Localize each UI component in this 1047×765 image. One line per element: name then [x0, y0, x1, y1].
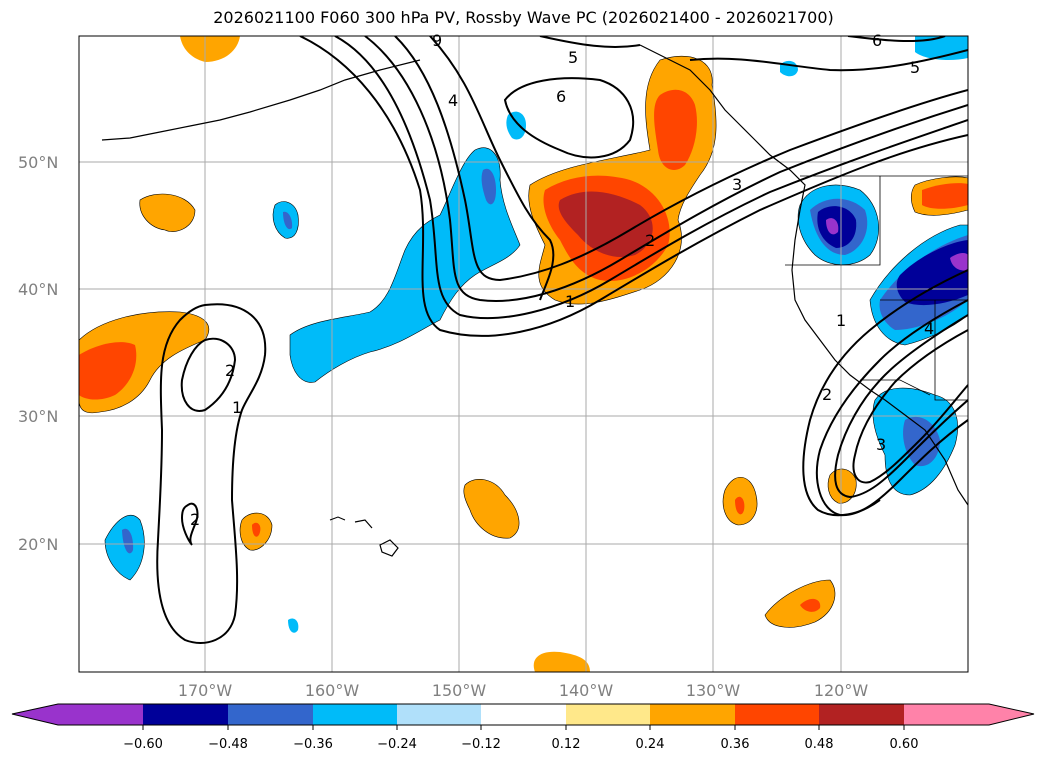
pv-brick-core — [558, 191, 653, 258]
lon-label-170w: 170°W — [178, 681, 233, 700]
colorbar-bin-pale-blue — [397, 704, 481, 725]
colorbar-bin-sky — [313, 704, 397, 725]
pv-negative-central — [289, 147, 521, 383]
colorbar-bin-white — [481, 704, 566, 725]
pv-top-left — [180, 36, 240, 62]
colorbar-tick-label: 0.48 — [805, 737, 834, 752]
pv-neg-sw-purple — [950, 253, 968, 271]
map-title: 2026021100 F060 300 hPa PV, Rossby Wave … — [213, 8, 834, 27]
contour-label-5b: 5 — [910, 58, 920, 77]
contour-label-4b: 4 — [924, 319, 934, 338]
plot-frame — [78, 35, 969, 673]
colorbar-tick-label: 0.12 — [552, 737, 581, 752]
contour-label-1b: 1 — [232, 398, 242, 417]
contour-label-3a: 3 — [732, 175, 742, 194]
colorbar-extend-low — [12, 704, 58, 725]
pv-ne-corner-red — [922, 183, 968, 209]
lon-label-130w: 130°W — [686, 681, 741, 700]
colorbar-bin-pale-yellow — [566, 704, 650, 725]
contour-label-5a: 5 — [568, 48, 578, 67]
colorbar-bin-red-orange — [735, 704, 819, 725]
colorbar-tick-label: −0.12 — [461, 737, 501, 752]
lon-label-140w: 140°W — [559, 681, 614, 700]
contour-label-9a: 9 — [432, 31, 442, 50]
lat-label-20n: 20°N — [18, 535, 58, 554]
pv-neg-176w-royal — [122, 528, 134, 554]
pv-neg-ak — [506, 111, 526, 140]
colorbar-tick-label: 0.60 — [890, 737, 919, 752]
pv-bottom — [533, 651, 590, 672]
colorbar-tick-label: −0.48 — [208, 737, 248, 752]
lat-label-40n: 40°N — [18, 280, 58, 299]
colorbar-tick-label: −0.24 — [377, 737, 417, 752]
contour-label-4a: 4 — [448, 91, 458, 110]
pv-neg-small — [288, 618, 299, 633]
pv-small-170w — [139, 193, 196, 232]
colorbar-bin-royal — [228, 704, 313, 725]
pv-neg-176w — [104, 514, 145, 581]
plot-background — [79, 36, 968, 672]
contour-label-2a: 2 — [645, 231, 655, 250]
colorbar-tick-label: 0.36 — [721, 737, 750, 752]
contour-label-1c: 1 — [836, 311, 846, 330]
contour-labels: 5 6 6 5 4 9 3 2 1 2 1 2 1 2 3 4 — [190, 31, 934, 529]
contour-label-2c: 2 — [190, 510, 200, 529]
pv-south-red — [800, 598, 821, 612]
contour-label-2b: 2 — [225, 361, 235, 380]
contour-label-2d: 2 — [822, 385, 832, 404]
colorbar-bin-orange — [650, 704, 735, 725]
pv-neg-pnw-purple — [826, 218, 839, 235]
pv-south — [764, 579, 836, 628]
lat-label-30n: 30°N — [18, 407, 58, 426]
pv-166w-red — [252, 522, 261, 537]
lon-label-120w: 120°W — [814, 681, 869, 700]
pv-negative-central-royal — [481, 168, 496, 205]
pv-neg-163w-royal — [283, 211, 293, 230]
contour-label-6a: 6 — [556, 87, 566, 106]
lat-label-50n: 50°N — [18, 153, 58, 172]
pc-contours — [156, 36, 968, 644]
contour-label-3b: 3 — [876, 435, 886, 454]
pv-128w-red — [735, 496, 745, 515]
colorbar-bin-navy — [143, 704, 228, 725]
colorbar-tick-label: 0.24 — [636, 737, 665, 752]
contour-label-6b: 6 — [872, 31, 882, 50]
gridlines — [79, 36, 968, 672]
colorbar-tick-label: −0.60 — [123, 737, 163, 752]
colorbar: −0.60 −0.48 −0.36 −0.24 −0.12 0.12 0.24 … — [11, 703, 1035, 752]
colorbar-outline — [11, 703, 1035, 726]
colorbar-bin-pink — [904, 704, 989, 725]
lon-label-160w: 160°W — [305, 681, 360, 700]
contour-label-1a: 1 — [565, 292, 575, 311]
pv-red-north — [654, 89, 697, 170]
colorbar-bin-brick — [819, 704, 904, 725]
lon-label-150w: 150°W — [432, 681, 487, 700]
pv-west-edge-red — [79, 342, 137, 400]
colorbar-extend-high — [989, 704, 1034, 725]
colorbar-tick-label: −0.36 — [293, 737, 333, 752]
colorbar-bin-purple — [58, 704, 143, 725]
pv-149w — [463, 478, 520, 539]
